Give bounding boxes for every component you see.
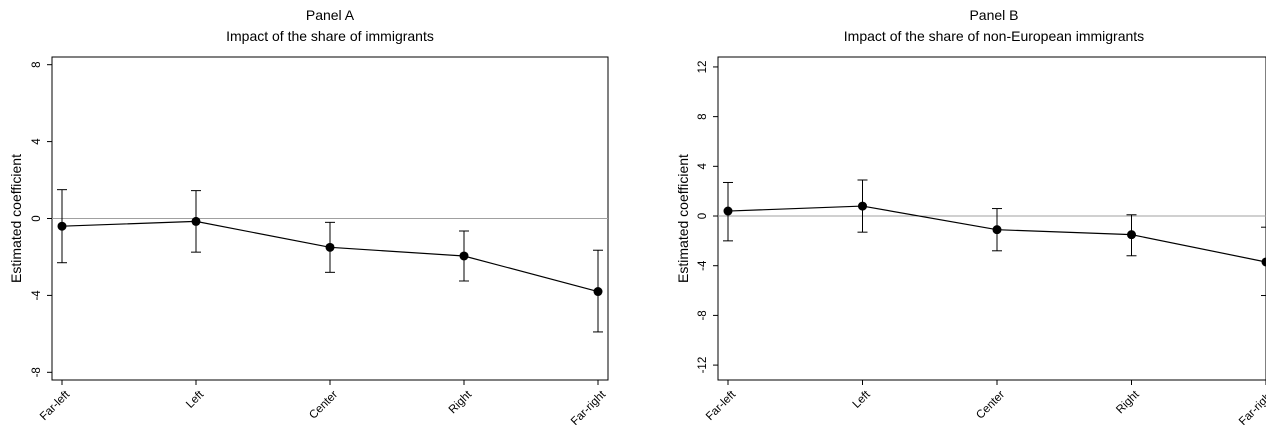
y-tick-label: 4 — [31, 138, 43, 145]
x-tick-label: Center — [974, 389, 1007, 422]
y-tick-label: 4 — [697, 163, 709, 170]
y-axis-label: Estimated coefficient — [8, 154, 24, 283]
y-tick-label: 0 — [31, 215, 43, 221]
data-point — [1261, 257, 1266, 267]
y-tick-label: -4 — [31, 290, 43, 301]
y-axis-label: Estimated coefficient — [675, 154, 691, 283]
y-tick-label: -8 — [31, 367, 43, 377]
x-tick-label: Center — [307, 389, 340, 422]
data-point — [459, 251, 469, 261]
plot-frame — [717, 56, 1266, 381]
x-tick-label: Far-left — [704, 388, 739, 423]
data-point — [191, 216, 201, 226]
panel-a: Panel A Impact of the share of immigrants… — [8, 7, 609, 425]
y-tick-label: -8 — [697, 310, 709, 320]
data-point — [723, 206, 733, 216]
x-tick-label: Far-right — [1237, 388, 1266, 425]
panel-subtitle: Impact of the share of non-European immi… — [844, 28, 1144, 44]
x-tick-label: Right — [1114, 388, 1142, 416]
data-point — [1127, 230, 1136, 240]
y-tick-label: 8 — [697, 113, 709, 119]
panel-title: Panel A — [306, 7, 355, 23]
data-point — [858, 201, 867, 211]
x-tick-label: Left — [184, 388, 207, 411]
x-tick-label: Far-left — [38, 388, 73, 423]
y-tick-label: 12 — [697, 61, 709, 74]
data-point — [57, 221, 67, 231]
y-tick-label: 8 — [31, 61, 43, 67]
panel-b: Panel B Impact of the share of non-Europe… — [675, 7, 1266, 425]
x-tick-label: Far-right — [569, 388, 609, 425]
y-tick-label: 0 — [697, 213, 709, 219]
y-tick-label: -12 — [697, 357, 709, 374]
y-tick-label: -4 — [697, 260, 709, 271]
x-tick-label: Left — [851, 388, 874, 411]
data-point — [992, 225, 1002, 235]
data-point — [325, 242, 335, 252]
panel-title: Panel B — [969, 7, 1018, 23]
panel-subtitle: Impact of the share of immigrants — [226, 28, 434, 44]
x-tick-label: Right — [447, 388, 475, 416]
data-point — [593, 287, 603, 297]
